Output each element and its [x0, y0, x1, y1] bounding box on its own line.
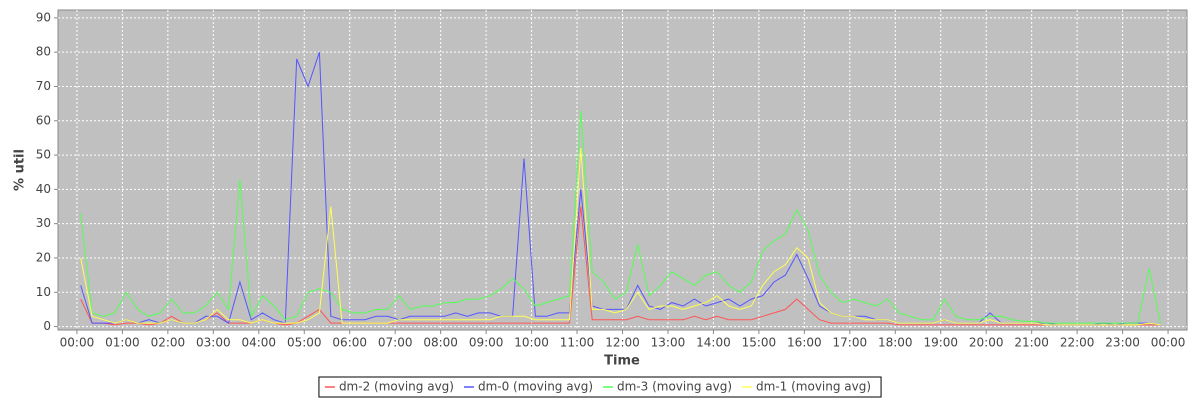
x-tick-label: 09:00: [469, 336, 504, 350]
y-tick-label: 20: [36, 250, 51, 264]
legend-label: dm-0 (moving avg): [478, 380, 593, 394]
legend-label: dm-2 (moving avg): [339, 380, 454, 394]
x-tick-label: 12:00: [605, 336, 640, 350]
x-tick-label: 20:00: [969, 336, 1004, 350]
x-tick-label: 23:00: [1105, 336, 1140, 350]
x-tick-label: 00:00: [60, 336, 95, 350]
y-tick-label: 10: [36, 285, 51, 299]
x-tick-label: 19:00: [923, 336, 958, 350]
legend: dm-2 (moving avg) dm-0 (moving avg) dm-3 (…: [318, 376, 882, 398]
y-tick-label: 80: [36, 45, 51, 59]
x-tick-label: 18:00: [878, 336, 913, 350]
x-tick-label: 10:00: [514, 336, 549, 350]
x-tick-label: 06:00: [332, 336, 367, 350]
x-tick-label: 07:00: [378, 336, 413, 350]
x-tick-label: 05:00: [287, 336, 322, 350]
x-tick-label: 04:00: [241, 336, 276, 350]
x-tick-label: 02:00: [151, 336, 186, 350]
y-axis-label: % util: [13, 149, 28, 191]
x-tick-label: 17:00: [833, 336, 868, 350]
y-tick-label: 30: [36, 216, 51, 230]
x-tick-label: 14:00: [696, 336, 731, 350]
series-line: [80, 110, 1161, 324]
y-tick-label: 0: [43, 319, 51, 333]
series-line: [80, 52, 1161, 326]
legend-label: dm-3 (moving avg): [617, 380, 732, 394]
series-line: [80, 148, 1161, 326]
x-tick-label: 22:00: [1060, 336, 1095, 350]
x-tick-label: 11:00: [560, 336, 595, 350]
legend-label: dm-1 (moving avg): [756, 380, 871, 394]
plot: 0 10 20 30 40 50 60 70 80 90 00:00 01:00 02:00 03:00 0…: [36, 10, 1187, 350]
x-tick-label: 03:00: [196, 336, 231, 350]
x-tick-label: 15:00: [742, 336, 777, 350]
y-tick-label: 60: [36, 113, 51, 127]
y-tick-label: 70: [36, 79, 51, 93]
legend-box: [318, 376, 882, 398]
x-tick-label: 00:00: [1151, 336, 1186, 350]
y-tick-label: 40: [36, 182, 51, 196]
x-axis-label: Time: [604, 354, 640, 369]
y-tick-label: 50: [36, 148, 51, 162]
y-tick-label: 90: [36, 10, 51, 24]
x-tick-label: 13:00: [651, 336, 686, 350]
x-tick-label: 01:00: [105, 336, 140, 350]
x-tick-label: 08:00: [423, 336, 458, 350]
x-tick-label: 16:00: [787, 336, 822, 350]
x-tick-label: 21:00: [1014, 336, 1049, 350]
